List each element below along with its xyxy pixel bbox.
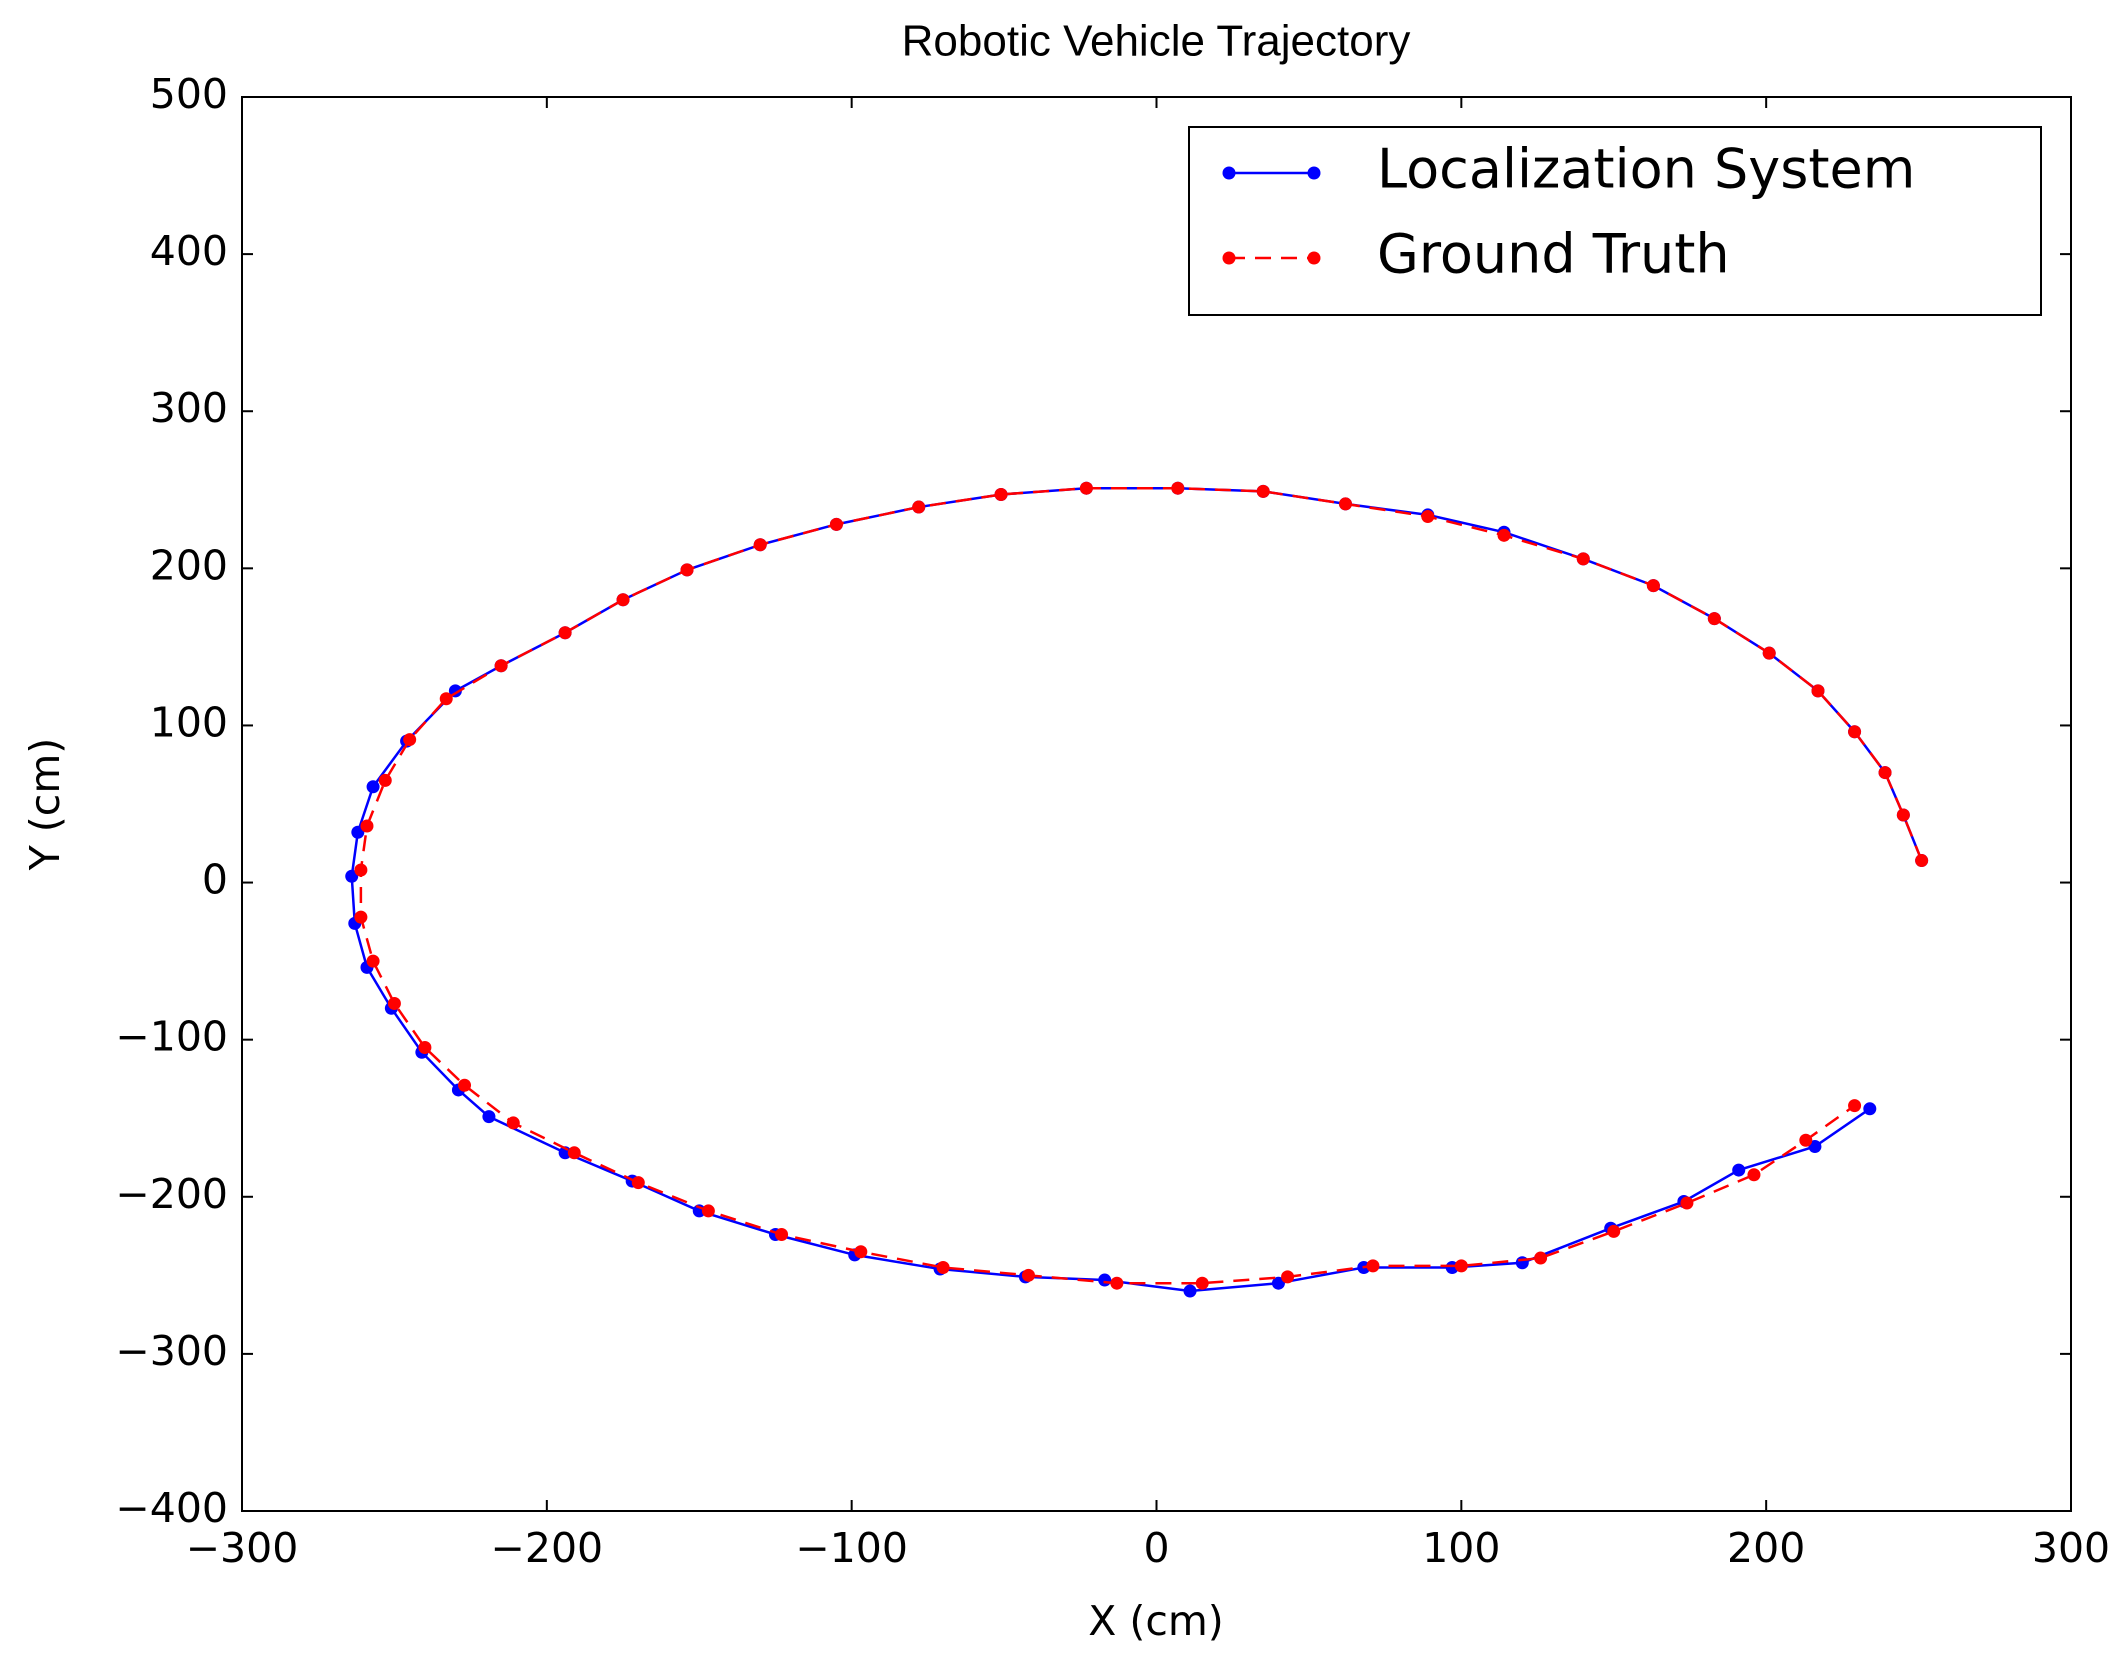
data-point (1707, 612, 1721, 626)
data-point (403, 733, 417, 747)
data-point (366, 780, 380, 794)
data-point (1534, 1251, 1548, 1265)
data-point (1848, 725, 1862, 739)
legend-box (1188, 126, 2042, 316)
data-point (829, 517, 843, 531)
x-tick-label: 200 (1727, 1524, 1805, 1572)
data-point (1811, 684, 1825, 698)
y-tick-label: 100 (150, 698, 228, 746)
data-point (1281, 1270, 1295, 1284)
data-point (378, 773, 392, 787)
y-tick-label: −400 (115, 1484, 228, 1532)
data-point (1366, 1259, 1380, 1273)
series-line (359, 486, 1923, 1285)
data-point (1271, 1276, 1285, 1290)
data-point (854, 1245, 868, 1259)
x-tick-label: 100 (1422, 1524, 1500, 1572)
y-tick-label: 300 (150, 384, 228, 432)
data-point (458, 1078, 472, 1092)
y-tick-label: 200 (150, 541, 228, 589)
data-point (354, 863, 368, 877)
data-point (1195, 1276, 1209, 1290)
data-point (482, 1110, 496, 1124)
legend-marker (1307, 166, 1321, 180)
x-tick-label: −300 (186, 1524, 299, 1572)
series-line (350, 486, 1923, 1293)
y-tick-label: 400 (150, 227, 228, 275)
data-point (1762, 646, 1776, 660)
data-point (1848, 1099, 1862, 1113)
data-point (1863, 1102, 1877, 1116)
legend-label: Ground Truth (1377, 223, 1730, 286)
data-point (1183, 1284, 1197, 1298)
data-point (558, 626, 572, 640)
x-tick-label: 300 (2032, 1524, 2110, 1572)
data-point (1021, 1268, 1035, 1282)
x-axis-label: X (cm) (1088, 1597, 1224, 1645)
x-tick-label: −100 (795, 1524, 908, 1572)
data-point (631, 1176, 645, 1190)
data-point (1110, 1276, 1124, 1290)
data-point (701, 1204, 715, 1218)
data-point (387, 997, 401, 1011)
data-point (494, 659, 508, 673)
data-point (506, 1116, 520, 1130)
data-point (1098, 1273, 1112, 1287)
data-point (1680, 1196, 1694, 1210)
data-point (1256, 484, 1270, 498)
data-point (1915, 854, 1929, 868)
data-point (345, 869, 359, 883)
data-point (912, 500, 926, 514)
data-point (366, 954, 380, 968)
data-point (354, 910, 368, 924)
data-point (936, 1260, 950, 1274)
y-tick-label: 500 (150, 70, 228, 118)
y-tick-label: −300 (115, 1327, 228, 1375)
data-point (1896, 808, 1910, 822)
data-point (1497, 528, 1511, 542)
x-tick-label: −200 (491, 1524, 604, 1572)
data-point (1646, 579, 1660, 593)
legend-marker (1307, 251, 1321, 265)
data-point (1338, 497, 1352, 511)
data-point (1079, 481, 1093, 495)
y-tick-label: −100 (115, 1013, 228, 1061)
data-point (558, 1146, 572, 1160)
data-point (1747, 1168, 1761, 1182)
data-point (1171, 481, 1185, 495)
data-point (616, 593, 630, 607)
data-point (775, 1227, 789, 1241)
chart-title: Robotic Vehicle Trajectory (902, 17, 1411, 66)
data-point (753, 538, 767, 552)
data-point (439, 692, 453, 706)
y-axis-label: Y (cm) (21, 738, 69, 872)
data-point (1421, 509, 1435, 523)
legend-marker (1222, 166, 1236, 180)
data-point (1607, 1224, 1621, 1238)
data-point (1799, 1133, 1813, 1147)
legend: Localization System Ground Truth (1188, 126, 2042, 316)
data-point (1878, 766, 1892, 780)
data-point (1454, 1259, 1468, 1273)
data-point (1808, 1140, 1822, 1154)
data-point (1732, 1163, 1746, 1177)
y-tick-label: 0 (202, 856, 228, 904)
data-point (994, 487, 1008, 501)
data-point (351, 825, 365, 839)
y-tick-label: −200 (115, 1170, 228, 1218)
legend-label: Localization System (1377, 138, 1915, 201)
data-point (418, 1041, 432, 1055)
data-point (1576, 552, 1590, 566)
x-tick-label: 0 (1143, 1524, 1169, 1572)
data-point (360, 819, 374, 833)
data-point (567, 1146, 581, 1160)
legend-marker (1222, 251, 1236, 265)
data-point (680, 563, 694, 577)
